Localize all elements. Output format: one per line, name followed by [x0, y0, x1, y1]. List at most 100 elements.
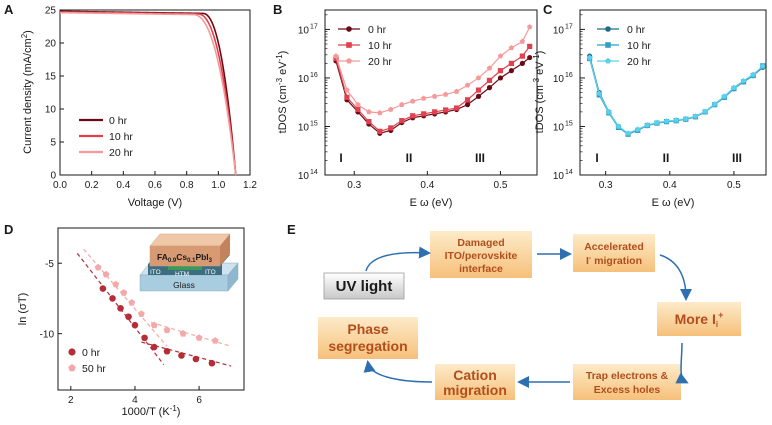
- panel-d: D 2 4 6 -5 -10 0 hr 50 hr FA0.9Cs0.1PbI3 ITO …: [4, 222, 245, 418]
- cation-line-2: migration: [443, 382, 507, 398]
- arrow-uv-to-damaged: [365, 246, 431, 272]
- d-data-point: [131, 321, 139, 329]
- a-series-line: [59, 11, 237, 176]
- c-legend-marker: [605, 42, 611, 48]
- b-series-point: [475, 87, 482, 93]
- b-ytick-exponent: 15: [310, 120, 318, 127]
- c-region-label: III: [732, 151, 742, 165]
- c-series-point: [635, 126, 641, 132]
- d-data-point: [195, 334, 203, 341]
- panel-a-ylabel: Current density (mA/cm2): [20, 30, 34, 154]
- c-series-point: [692, 113, 699, 119]
- c-legend-label: 20 hr: [627, 56, 651, 68]
- c-series-point: [586, 54, 593, 60]
- trap-electrons-box: [573, 364, 681, 400]
- b-ytick-label: 10: [298, 25, 310, 36]
- b-series-point: [366, 119, 372, 125]
- b-series-point: [475, 93, 482, 99]
- b-series-point: [508, 60, 515, 66]
- b-series-point: [508, 68, 515, 74]
- cation-line-1: Cation: [453, 367, 497, 383]
- d-data-point: [120, 289, 128, 296]
- b-series-point: [453, 105, 460, 111]
- b-series-point: [508, 44, 515, 51]
- d-data-point: [150, 321, 158, 329]
- panel-b-xlabel: E ω (eV): [410, 197, 453, 209]
- panel-d-ylabel: ln (σT): [17, 293, 29, 325]
- panel-a: A 0.0 0.2 0.4 0.6 0.8 1.0 1.2 0 5 10 15 20 25 0 hr 10…: [4, 2, 257, 209]
- c-series-point: [683, 115, 689, 122]
- b-series-point: [464, 82, 471, 88]
- c-legend-label: 0 hr: [627, 24, 646, 36]
- b-series-point: [475, 75, 482, 81]
- panel-c-ylabel: tDOS (cm-3 eV-1): [532, 51, 546, 134]
- c-ytick-exponent: 14: [565, 169, 573, 176]
- trap-line-2: Excess holes: [594, 384, 661, 396]
- b-series-point: [464, 97, 471, 103]
- a-xtick-label: 0.0: [53, 180, 67, 191]
- trap-line-1: Trap electrons &: [586, 370, 669, 382]
- d-data-point: [211, 337, 219, 344]
- b-series-point: [486, 65, 493, 71]
- more-interstitial-box: [657, 302, 741, 336]
- a-xtick-label: 1.0: [211, 180, 225, 191]
- b-ytick-label: 10: [298, 74, 310, 85]
- c-series-point: [760, 63, 766, 69]
- more-interstitial-label: More Ii+: [675, 310, 724, 329]
- c-xtick-label: 0.4: [663, 180, 677, 191]
- a-legend-label: 0 hr: [109, 115, 128, 127]
- d-data-point: [125, 313, 132, 321]
- d-xtick-label: 4: [132, 395, 138, 406]
- d-legend-marker: [68, 364, 76, 372]
- glass-label: Glass: [173, 280, 195, 290]
- b-series-point: [377, 110, 383, 116]
- b-region-label: II: [406, 151, 413, 165]
- a-legend-label: 20 hr: [109, 147, 133, 159]
- glass-side-face: [227, 262, 239, 292]
- perovskite-top-face: [149, 233, 231, 247]
- panel-a-frame: [59, 9, 251, 176]
- b-series-point: [344, 94, 350, 100]
- panel-d-axes: 2 4 6 -5 -10: [40, 259, 203, 406]
- b-legend-marker: [346, 57, 352, 64]
- c-series-point: [721, 93, 728, 99]
- accelerated-migration-box: [573, 234, 655, 272]
- panel-d-frame: [57, 227, 245, 391]
- a-ytick-label: 10: [45, 105, 57, 116]
- c-ytick-exponent: 17: [565, 23, 573, 30]
- c-ytick-exponent: 15: [565, 120, 573, 127]
- a-ytick-label: 25: [45, 6, 57, 17]
- b-series-point: [432, 109, 438, 115]
- perovskite-side-face: [220, 234, 230, 266]
- d-data-point: [117, 304, 124, 312]
- b-xtick-label: 0.4: [420, 180, 434, 191]
- d-data-point: [99, 285, 107, 292]
- b-series-point: [388, 106, 394, 112]
- a-ytick-label: 0: [50, 171, 56, 182]
- b-series-point: [442, 91, 449, 97]
- d-data-point: [192, 355, 200, 363]
- c-series-point: [702, 108, 708, 114]
- b-series-point: [410, 113, 416, 119]
- panel-b-letter: B: [273, 2, 282, 17]
- panel-c-regions: I II III: [595, 151, 742, 165]
- b-series-point: [486, 85, 493, 91]
- panel-d-xlabel: 1000/T (K-1): [122, 404, 181, 418]
- b-series-point: [526, 24, 533, 30]
- b-series-point: [519, 60, 525, 66]
- d-legend-label: 0 hr: [82, 347, 101, 359]
- panel-c-legend: 0 hr 10 hr 20 hr: [597, 24, 651, 68]
- a-ytick-label: 20: [45, 39, 57, 50]
- b-series-point: [453, 88, 460, 94]
- a-xtick-label: 0.2: [85, 180, 99, 191]
- d-legend-label: 50 hr: [82, 363, 106, 375]
- b-legend-label: 0 hr: [368, 24, 387, 36]
- b-legend-marker: [346, 42, 352, 48]
- b-xtick-label: 0.5: [493, 180, 507, 191]
- c-region-label: I: [595, 151, 598, 165]
- panel-c-letter: C: [543, 2, 553, 17]
